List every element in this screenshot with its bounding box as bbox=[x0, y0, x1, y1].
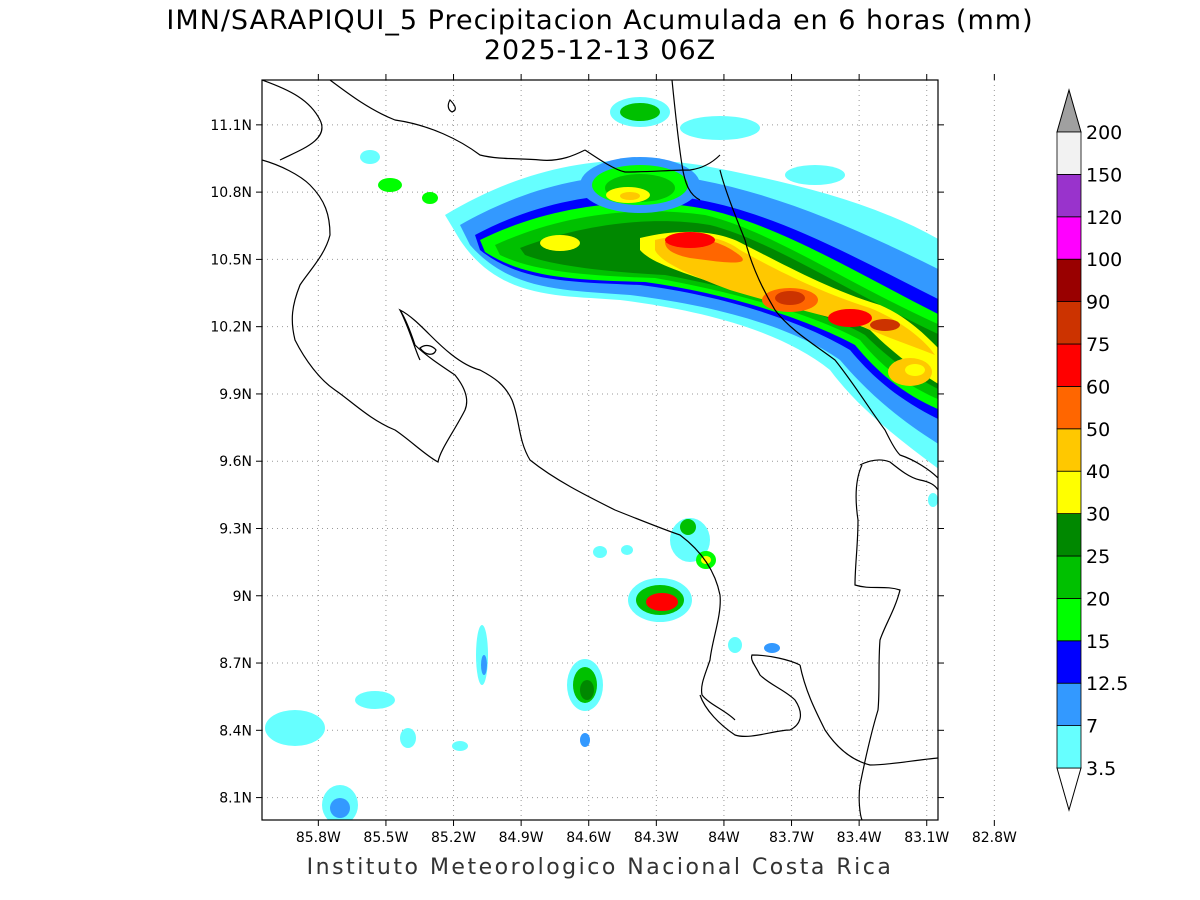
southern-rain-cells bbox=[265, 493, 938, 820]
map-title: IMN/SARAPIQUI_5 Precipitacion Acumulada … bbox=[166, 5, 1034, 36]
precipitation-field bbox=[262, 80, 938, 820]
lat-tick-label: 9.3N bbox=[219, 521, 252, 537]
colorbar-level-label: 150 bbox=[1086, 164, 1122, 186]
lat-tick-label: 9N bbox=[233, 589, 252, 605]
lon-tick-label: 82.8W bbox=[972, 830, 1017, 846]
lon-tick-label: 83.1W bbox=[904, 830, 949, 846]
lon-tick-label: 85.5W bbox=[363, 830, 408, 846]
colorbar-segment bbox=[1056, 640, 1082, 684]
colorbar-level-label: 20 bbox=[1086, 588, 1110, 610]
colorbar-level-label: 15 bbox=[1086, 631, 1110, 653]
lat-tick-label: 9.6N bbox=[219, 454, 252, 470]
colorbar-segment bbox=[1056, 555, 1082, 599]
lon-tick-label: 85.8W bbox=[296, 830, 341, 846]
colorbar-level-label: 40 bbox=[1086, 461, 1110, 483]
colorbar-segment bbox=[1056, 173, 1082, 218]
colorbar-segment bbox=[1056, 385, 1082, 430]
colorbar-level-label: 100 bbox=[1086, 249, 1122, 271]
colorbar-level-label: 60 bbox=[1086, 376, 1110, 398]
lat-tick-label: 11.1N bbox=[210, 118, 252, 134]
colorbar-segment bbox=[1056, 301, 1082, 345]
colorbar-level-label: 90 bbox=[1086, 292, 1110, 314]
institution-credit: Instituto Meteorologico Nacional Costa R… bbox=[306, 855, 894, 880]
colorbar-segment bbox=[1056, 682, 1082, 727]
lat-tick-label: 10.8N bbox=[210, 185, 252, 201]
colorbar-level-label: 200 bbox=[1086, 122, 1122, 144]
colorbar-segment bbox=[1056, 725, 1082, 769]
lon-tick-label: 85.2W bbox=[431, 830, 476, 846]
colorbar-level-label: 3.5 bbox=[1086, 758, 1116, 780]
colorbar-segment bbox=[1056, 216, 1082, 260]
lon-tick-label: 83.7W bbox=[769, 830, 814, 846]
precipitation-colorbar-legend: 3.5 7 12.5 15 20 25 30 40 50 60 75 90 100 120 150 200 bbox=[1056, 88, 1128, 812]
lon-tick-label: 84W bbox=[708, 830, 740, 846]
lon-tick-label: 84.6W bbox=[566, 830, 611, 846]
lat-tick-label: 8.4N bbox=[219, 723, 252, 739]
colorbar-segment bbox=[1056, 131, 1082, 175]
lat-tick-label: 8.1N bbox=[219, 791, 252, 807]
lat-tick-label: 10.2N bbox=[210, 320, 252, 336]
lat-tick-label: 10.5N bbox=[210, 252, 252, 268]
colorbar-below-range-triangle bbox=[1056, 767, 1082, 812]
colorbar-level-label: 75 bbox=[1086, 334, 1110, 356]
colorbar-level-label: 12.5 bbox=[1086, 673, 1128, 695]
lon-tick-label: 83.4W bbox=[837, 830, 882, 846]
lon-tick-label: 84.3W bbox=[634, 830, 679, 846]
colorbar-segment bbox=[1056, 598, 1082, 642]
colorbar-above-range-triangle bbox=[1056, 88, 1082, 133]
lat-tick-label: 9.9N bbox=[219, 387, 252, 403]
colorbar-level-label: 25 bbox=[1086, 546, 1110, 568]
colorbar-level-label: 7 bbox=[1086, 716, 1098, 738]
coastlines-and-borders bbox=[262, 80, 938, 820]
colorbar-segment bbox=[1056, 513, 1082, 557]
colorbar-segment bbox=[1056, 258, 1082, 303]
colorbar-segment bbox=[1056, 470, 1082, 515]
colorbar-level-label: 50 bbox=[1086, 419, 1110, 441]
map-subtitle-datetime: 2025-12-13 06Z bbox=[483, 35, 717, 66]
map-frame bbox=[261, 79, 939, 821]
lon-tick-label: 84.9W bbox=[499, 830, 544, 846]
lat-tick-label: 8.7N bbox=[219, 656, 252, 672]
colorbar-level-label: 120 bbox=[1086, 207, 1122, 229]
northern-rain-band bbox=[360, 97, 938, 469]
colorbar-segment bbox=[1056, 343, 1082, 387]
colorbar-segment bbox=[1056, 428, 1082, 472]
colorbar-level-label: 30 bbox=[1086, 504, 1110, 526]
map-axis-ticks: 85.8W 85.5W 85.2W 84.9W 84.6W 84.3W 84W 83.7W 83… bbox=[210, 74, 1017, 846]
